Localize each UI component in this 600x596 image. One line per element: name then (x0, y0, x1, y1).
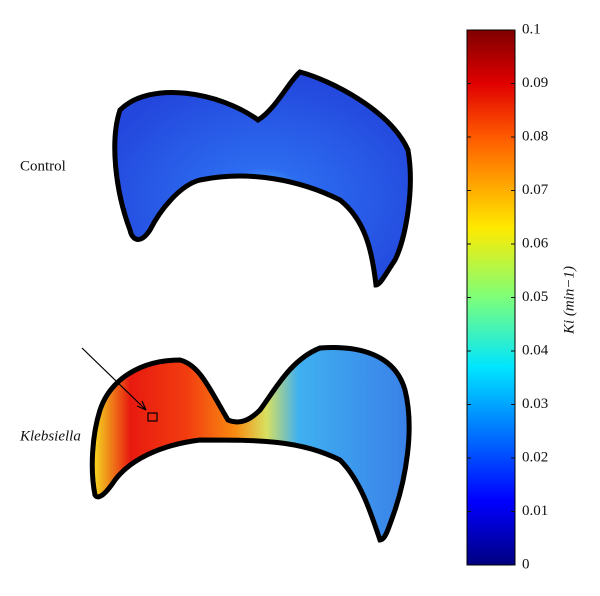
tick-label: 0.03 (522, 396, 548, 412)
klebsiella-label: Klebsiella (19, 428, 81, 444)
tick-label: 0.05 (522, 289, 548, 305)
tick-label: 0.1 (522, 21, 541, 37)
tick-label: 0 (522, 556, 530, 572)
tick-label: 0.07 (522, 182, 549, 198)
tick-label: 0.08 (522, 128, 548, 144)
tick-label: 0.04 (522, 342, 549, 358)
tick-label: 0.01 (522, 503, 548, 519)
colorbar-label: Ki (min−1) (561, 266, 577, 335)
tick-label: 0.09 (522, 75, 548, 91)
tick-label: 0.02 (522, 449, 548, 465)
control-label: Control (20, 158, 66, 174)
colorbar (466, 29, 516, 566)
arrow (81, 347, 147, 411)
klebsiella-lung (89, 345, 412, 543)
tick-label: 0.06 (522, 235, 549, 251)
control-lung (112, 69, 413, 288)
arrow-head (136, 400, 147, 411)
roi-box (147, 412, 158, 422)
